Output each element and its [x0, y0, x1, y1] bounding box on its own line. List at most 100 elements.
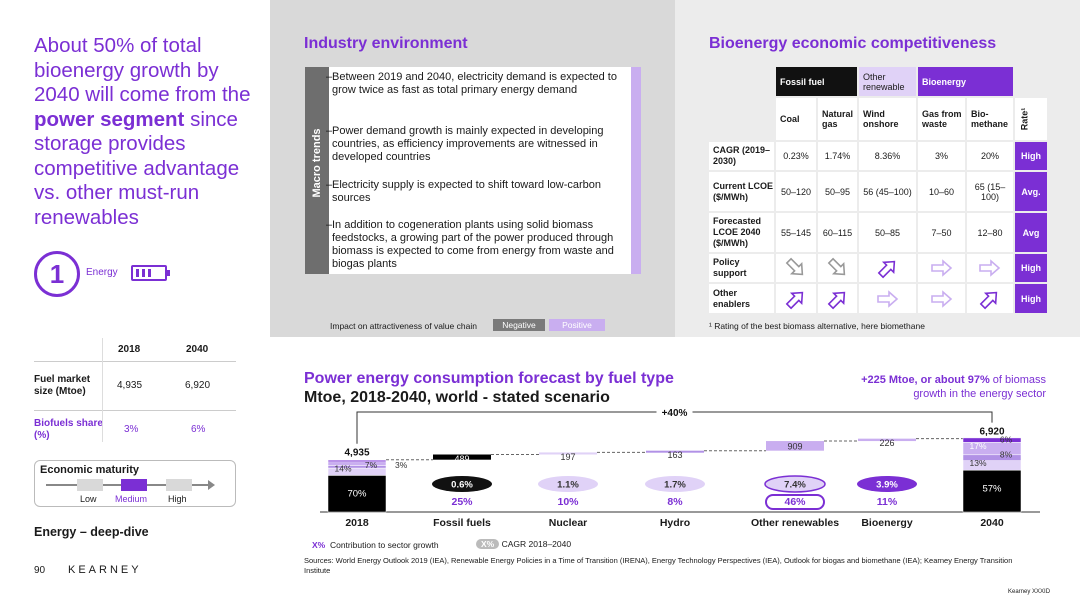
legend-cagr: X% CAGR 2018–2040 [476, 539, 571, 549]
arrow-flat-icon [967, 254, 1013, 282]
rate-badge: High [1015, 254, 1047, 282]
bar-2040-share-label: 17% [969, 441, 986, 451]
arrow-flat-icon [918, 284, 965, 313]
bio-row-label: Policy support [709, 254, 774, 282]
trend-bullet: – Between 2019 and 2040, electricity dema… [326, 71, 617, 96]
legend-positive: Positive [549, 319, 605, 331]
bio-row-label: Forecasted LCOE 2040 ($/MWh) [709, 213, 774, 252]
headline-text-1: About 50% of total bioenergy growth by 2… [34, 34, 251, 106]
bio-title: Bioenergy economic competitiveness [709, 35, 997, 52]
section-number-badge: 1 [34, 251, 80, 297]
legend-cagr-chip: X% [476, 539, 500, 549]
left-row-value: 3% [124, 424, 139, 435]
growth-label: +40% [662, 408, 688, 419]
legend-contribution: X% Contribution to sector growth [312, 540, 439, 550]
contribution-label: 11% [876, 496, 898, 508]
bar-2040-share-label: 57% [982, 483, 1002, 494]
arrow-up-icon [818, 284, 857, 313]
impact-legend-label: Impact on attractiveness of value chain [330, 321, 477, 331]
legend-contrib-text: Contribution to sector growth [329, 540, 439, 550]
increment-label: 909 [787, 441, 802, 451]
forecast-chart: 70% 14% 7% 3% 4,935 489 0.6% 197 1.1% 163 1.7% 909 7… [320, 406, 1040, 513]
maturity-high-label: High [168, 494, 187, 504]
bar-2018-share-label: 7% [365, 460, 378, 470]
cagr-label: 3.9% [876, 480, 898, 491]
maturity-title: Economic maturity [40, 464, 140, 476]
rate-badge: High [1015, 142, 1047, 170]
bio-row-label: CAGR (2019–2030) [709, 142, 774, 170]
forecast-title: Power energy consumption forecast by fue… [304, 370, 674, 387]
page-number: 90 [34, 565, 46, 576]
bio-row-label: Other enablers [709, 284, 774, 313]
col-coal: Coal [776, 98, 816, 140]
maturity-low-segment [77, 479, 103, 491]
forecast-subtitle: Mtoe, 2018-2040, world - stated scenario [304, 389, 610, 406]
bar-2040-segment [962, 469, 1022, 513]
bio-cell: 50–120 [776, 172, 816, 211]
x-category-label: Other renewables [750, 517, 840, 529]
bio-cell: 8.36% [859, 142, 916, 170]
bio-cell: 3% [918, 142, 965, 170]
trend-bullet: – In addition to cogeneration plants usin… [326, 219, 614, 270]
divider [34, 361, 236, 362]
x-category-label: Fossil fuels [433, 517, 491, 529]
cagr-pill [645, 476, 705, 492]
arrow-down-icon [818, 254, 857, 282]
left-table-col-2040: 2040 [186, 344, 209, 355]
bio-cell: 1.74% [818, 142, 857, 170]
legend-negative: Negative [493, 319, 545, 331]
cagr-pill [857, 476, 917, 492]
macro-trends-side: Macro trends [305, 67, 329, 274]
bar-2018-total: 4,935 [344, 448, 369, 459]
group-other-renewable: Other renewable [859, 67, 916, 96]
waterfall-increment [858, 438, 916, 442]
waterfall-increment [539, 452, 597, 455]
contribution-label: 10% [557, 496, 579, 508]
divider [102, 338, 103, 442]
battery-icon [131, 265, 170, 281]
bio-cell: 12–80 [967, 213, 1013, 252]
arrow-down-icon [776, 254, 816, 282]
rate-badge: Avg [1015, 213, 1047, 252]
waterfall-increment [766, 441, 824, 451]
x-category-label: Hydro [659, 517, 691, 529]
contribution-label: 46% [765, 494, 825, 510]
rate-header: Rate¹ [1019, 107, 1030, 131]
contribution-label: 25% [451, 496, 473, 508]
arrow-flat-icon [918, 254, 965, 282]
bar-2040-total: 6,920 [979, 427, 1004, 438]
left-row-label: Biofuels share (%) [34, 418, 103, 441]
cagr-pill [432, 476, 492, 492]
trend-bullet: – Electricity supply is expected to shift… [326, 179, 602, 204]
headline-bold: power segment [34, 107, 185, 131]
increment-label: 163 [667, 450, 682, 460]
bio-cell: 20% [967, 142, 1013, 170]
forecast-note-text: of biomass growth in the energy sector [913, 374, 1046, 400]
arrow-up-icon [859, 254, 916, 282]
growth-label-bg [656, 406, 693, 418]
bio-cell: 65 (15–100) [967, 172, 1013, 211]
group-bioenergy: Bioenergy [918, 67, 1013, 96]
col-gas-waste: Gas from waste [918, 98, 965, 140]
headline-text-2: since storage provides competitive advan… [34, 107, 240, 229]
bio-footnote: ¹ Rating of the best biomass alternative… [709, 321, 925, 331]
trend-bullet: – Power demand growth is mainly expected … [326, 125, 604, 163]
maturity-medium-segment [121, 479, 147, 491]
col-wind: Wind onshore [859, 98, 916, 140]
energy-label: Energy [86, 267, 118, 278]
bio-cell: 10–60 [918, 172, 965, 211]
maturity-low-label: Low [80, 494, 97, 504]
bio-cell: 50–85 [859, 213, 916, 252]
left-row-value: 4,935 [117, 380, 143, 391]
arrow-right-icon [208, 480, 215, 490]
rate-badge: High [1015, 284, 1047, 313]
col-natural-gas: Natural gas [818, 98, 857, 140]
section-label: Energy – deep-dive [34, 525, 149, 539]
forecast-panel [270, 337, 1080, 607]
legend-cagr-text: CAGR 2018–2040 [501, 539, 572, 549]
rate-header-cell: Rate¹ [1015, 98, 1047, 140]
divider [34, 410, 236, 411]
bar-2018-share-label: 3% [395, 460, 408, 470]
increment-label: 226 [879, 438, 894, 448]
cagr-label: 1.7% [664, 480, 686, 491]
